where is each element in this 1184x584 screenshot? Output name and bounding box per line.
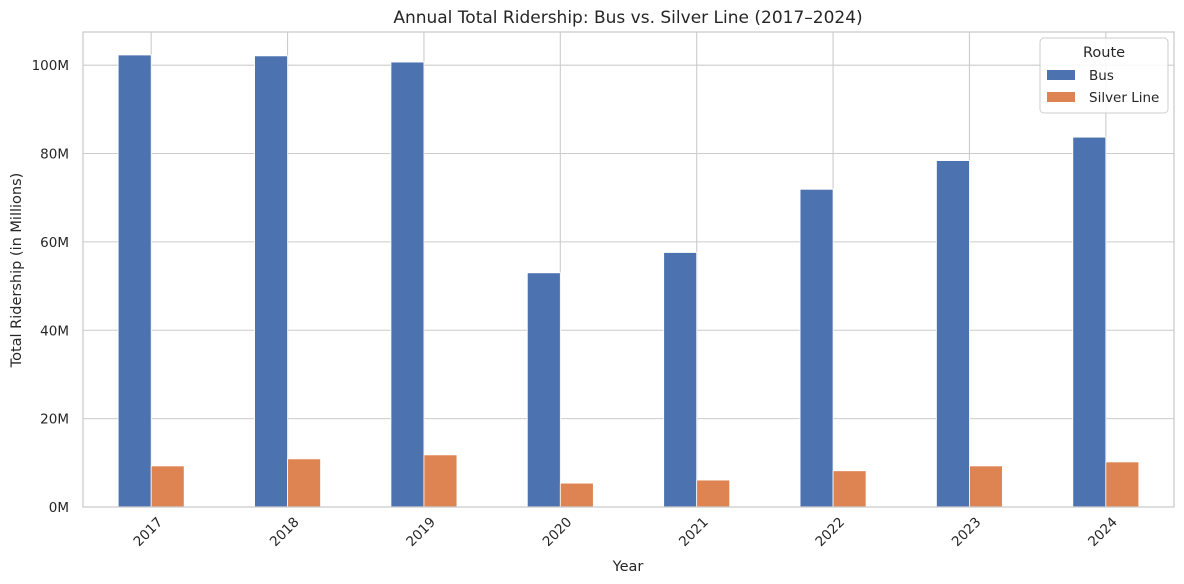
legend-title: Route	[1083, 45, 1125, 61]
x-axis-ticks: 2017 2018 2019 2020 2021 2022 2023 2024	[131, 514, 1121, 550]
bar-silver-line-2022	[832, 470, 867, 508]
plot-frame	[82, 31, 1175, 508]
legend-label: Bus	[1089, 68, 1114, 84]
x-axis-label: Year	[612, 559, 644, 575]
legend: Route Bus Silver Line	[1039, 37, 1169, 114]
legend-swatch-bus	[1047, 70, 1075, 80]
legend-swatch-silver-line	[1047, 92, 1075, 102]
x-tick-label: 2021	[676, 514, 712, 550]
bar-bus-2019	[390, 61, 425, 508]
bar-silver-line-2017	[150, 465, 185, 508]
y-tick-label: 40M	[40, 323, 69, 339]
y-axis-ticks: 0M 20M 40M 60M 80M 100M	[32, 58, 69, 516]
plot-border	[82, 31, 1175, 508]
bar-bus-2020	[526, 272, 561, 508]
bar-silver-line-2018	[287, 458, 321, 508]
bar-bus-2021	[663, 252, 698, 508]
x-tick-label: 2020	[540, 514, 576, 550]
bars	[117, 54, 1140, 508]
x-tick-label: 2024	[1085, 514, 1121, 550]
bar-silver-line-2024	[1105, 461, 1140, 508]
x-tick-label: 2023	[949, 514, 985, 550]
chart-title: Annual Total Ridership: Bus vs. Silver L…	[393, 8, 862, 28]
grid	[83, 32, 1174, 508]
y-tick-label: 80M	[40, 147, 69, 163]
bar-silver-line-2020	[559, 482, 594, 508]
x-tick-label: 2019	[403, 514, 439, 550]
y-tick-label: 100M	[32, 58, 69, 74]
bar-bus-2018	[254, 55, 288, 508]
bar-silver-line-2023	[969, 465, 1003, 508]
bar-silver-line-2019	[423, 454, 458, 508]
y-axis-label: Total Ridership (in Millions)	[9, 173, 25, 369]
y-tick-label: 20M	[40, 412, 69, 428]
bar-silver-line-2021	[696, 479, 731, 508]
y-tick-label: 0M	[49, 500, 69, 516]
x-tick-label: 2017	[131, 514, 167, 550]
bar-bus-2024	[1072, 136, 1107, 508]
bar-bus-2023	[936, 160, 970, 508]
bar-bus-2022	[799, 188, 834, 508]
bar-bus-2017	[117, 54, 152, 508]
y-tick-label: 60M	[40, 235, 69, 251]
x-tick-label: 2022	[812, 514, 848, 550]
x-tick-label: 2018	[267, 514, 303, 550]
legend-label: Silver Line	[1089, 90, 1159, 106]
